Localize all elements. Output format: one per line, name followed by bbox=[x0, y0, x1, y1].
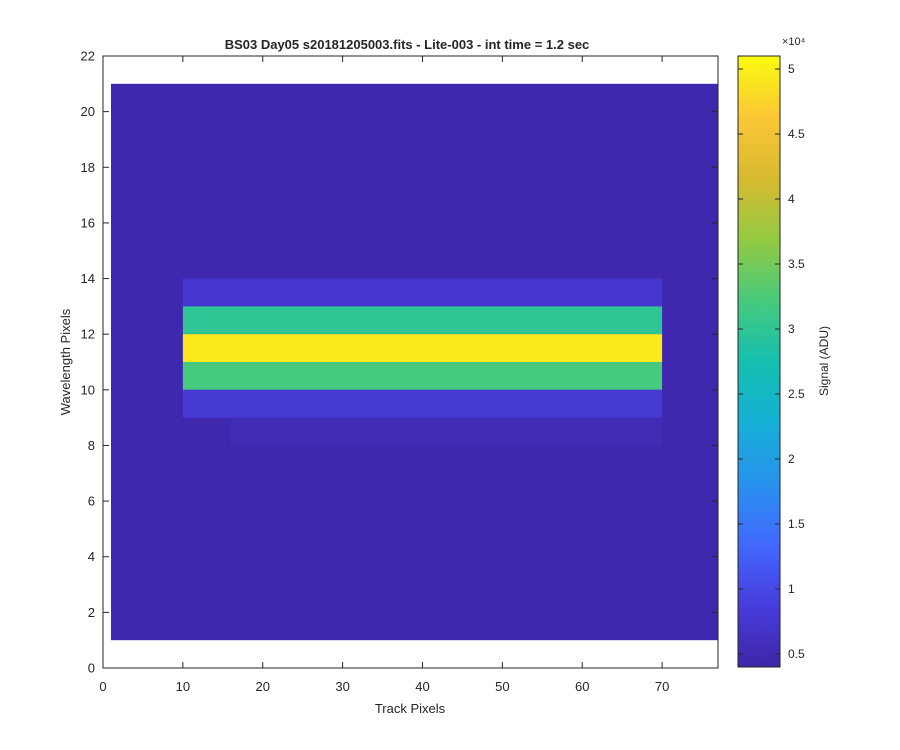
colorbar-ticks: 0.5 1 1.5 2 2.5 3 3.5 4 4.5 5 bbox=[738, 62, 805, 661]
colorbar-tick-label: 4 bbox=[788, 192, 795, 206]
x-tick-label: 20 bbox=[256, 679, 270, 694]
colorbar-tick-label: 2.5 bbox=[788, 387, 805, 401]
y-tick-label: 0 bbox=[88, 661, 95, 676]
x-tick-label: 70 bbox=[655, 679, 669, 694]
colorbar-gradient bbox=[737, 55, 781, 668]
x-axis-label: Track Pixels bbox=[375, 701, 446, 716]
y-tick-label: 10 bbox=[81, 382, 95, 397]
x-tick-label: 60 bbox=[575, 679, 589, 694]
y-axis-label: Wavelength Pixels bbox=[58, 308, 73, 415]
y-tick-label: 12 bbox=[81, 327, 95, 342]
colorbar-multiplier: ×10⁴ bbox=[782, 36, 806, 48]
colorbar-tick-label: 3.5 bbox=[788, 257, 805, 271]
colorbar-tick-label: 5 bbox=[788, 62, 795, 76]
y-tick-label: 6 bbox=[88, 494, 95, 509]
x-tick-label: 0 bbox=[99, 679, 106, 694]
colorbar: 0.5 1 1.5 2 2.5 3 3.5 4 4.5 5 ×10⁴ Signal (ADU) bbox=[737, 36, 831, 668]
y-tick-label: 4 bbox=[88, 549, 95, 564]
colorbar-tick-label: 3 bbox=[788, 322, 795, 336]
heatmap-band-1 bbox=[182, 306, 663, 335]
x-tick-label: 50 bbox=[495, 679, 509, 694]
heatmap-cells bbox=[110, 83, 719, 641]
heatmap-band-3 bbox=[182, 362, 663, 390]
x-tick-label: 40 bbox=[415, 679, 429, 694]
colorbar-tick-label: 0.5 bbox=[788, 647, 805, 661]
heatmap-band-4 bbox=[182, 389, 663, 418]
y-tick-label: 2 bbox=[88, 605, 95, 620]
chart-title: BS03 Day05 s20181205003.fits - Lite-003 … bbox=[225, 37, 590, 52]
heatmap-band-2 bbox=[182, 334, 663, 362]
heatmap-band-0 bbox=[182, 278, 663, 307]
y-tick-label: 20 bbox=[81, 104, 95, 119]
plot-axes: 0 10 20 30 40 50 60 70 0 2 4 6 8 10 12 14 16 18 20 22 bbox=[81, 49, 719, 694]
y-tick-label: 8 bbox=[88, 438, 95, 453]
y-tick-label: 18 bbox=[81, 160, 95, 175]
y-tick-label: 14 bbox=[81, 271, 95, 286]
axes-frame bbox=[102, 55, 719, 669]
x-tick-label: 30 bbox=[335, 679, 349, 694]
colorbar-tick-label: 2 bbox=[788, 452, 795, 466]
colorbar-label: Signal (ADU) bbox=[817, 326, 831, 396]
y-tick-label: 22 bbox=[81, 49, 95, 64]
y-tick-label: 16 bbox=[81, 215, 95, 230]
colorbar-tick-label: 4.5 bbox=[788, 127, 805, 141]
heatmap-band-5 bbox=[230, 417, 663, 446]
colorbar-tick-label: 1.5 bbox=[788, 517, 805, 531]
colorbar-tick-label: 1 bbox=[788, 582, 795, 596]
x-tick-label: 10 bbox=[176, 679, 190, 694]
